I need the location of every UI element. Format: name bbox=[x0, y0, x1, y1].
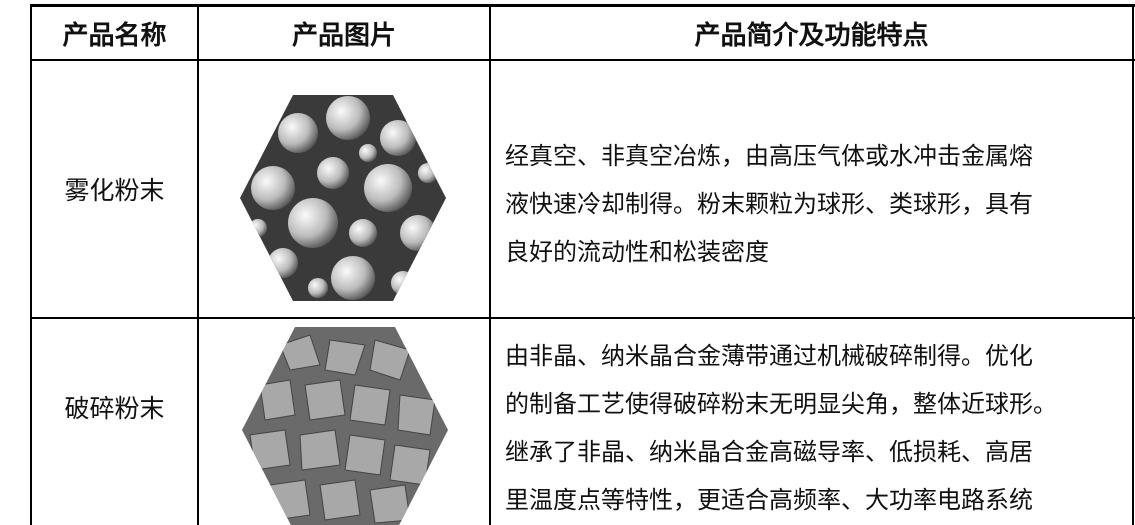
atomized-powder-image bbox=[240, 95, 446, 301]
description-line: 由非晶、纳米晶合金薄带通过机械破碎制得。优化 bbox=[505, 342, 1033, 370]
description: 由非晶、纳米晶合金薄带通过机械破碎制得。优化 的制备工艺使得破碎粉末无明显尖角，整… bbox=[505, 332, 1057, 524]
description-line: 继承了非晶、纳米晶合金高磁导率、低损耗、高居 bbox=[505, 438, 1033, 466]
header-cell: 产品简介及功能特点 bbox=[694, 20, 929, 51]
description: 经真空、非真空冶炼，由高压气体或水冲击金属熔 液快速冷却制得。粉末颗粒为球形、类球… bbox=[505, 132, 1033, 276]
border bbox=[197, 4, 199, 525]
description-line: 经真空、非真空冶炼，由高压气体或水冲击金属熔 bbox=[505, 142, 1033, 170]
border bbox=[30, 317, 1135, 319]
product-name-text: 破碎粉末 bbox=[64, 394, 165, 423]
border bbox=[30, 4, 1135, 7]
border bbox=[30, 59, 1135, 61]
header-cell: 产品图片 bbox=[291, 20, 396, 51]
border bbox=[489, 4, 491, 525]
description-line: 良好的流动性和松装密度 bbox=[505, 238, 769, 266]
header-cell: 产品名称 bbox=[62, 20, 167, 51]
crushed-powder-image bbox=[242, 327, 448, 525]
product-name: 破碎粉末 bbox=[32, 319, 197, 525]
description-line: 里温度点等特性，更适合高频率、大功率电路系统 bbox=[505, 486, 1033, 514]
product-name: 雾化粉末 bbox=[64, 176, 165, 205]
description-line: 的制备工艺使得破碎粉末无明显尖角，整体近球形。 bbox=[505, 390, 1057, 418]
border bbox=[30, 4, 32, 525]
description-line: 液快速冷却制得。粉末颗粒为球形、类球形，具有 bbox=[505, 190, 1033, 218]
border bbox=[1132, 4, 1134, 525]
